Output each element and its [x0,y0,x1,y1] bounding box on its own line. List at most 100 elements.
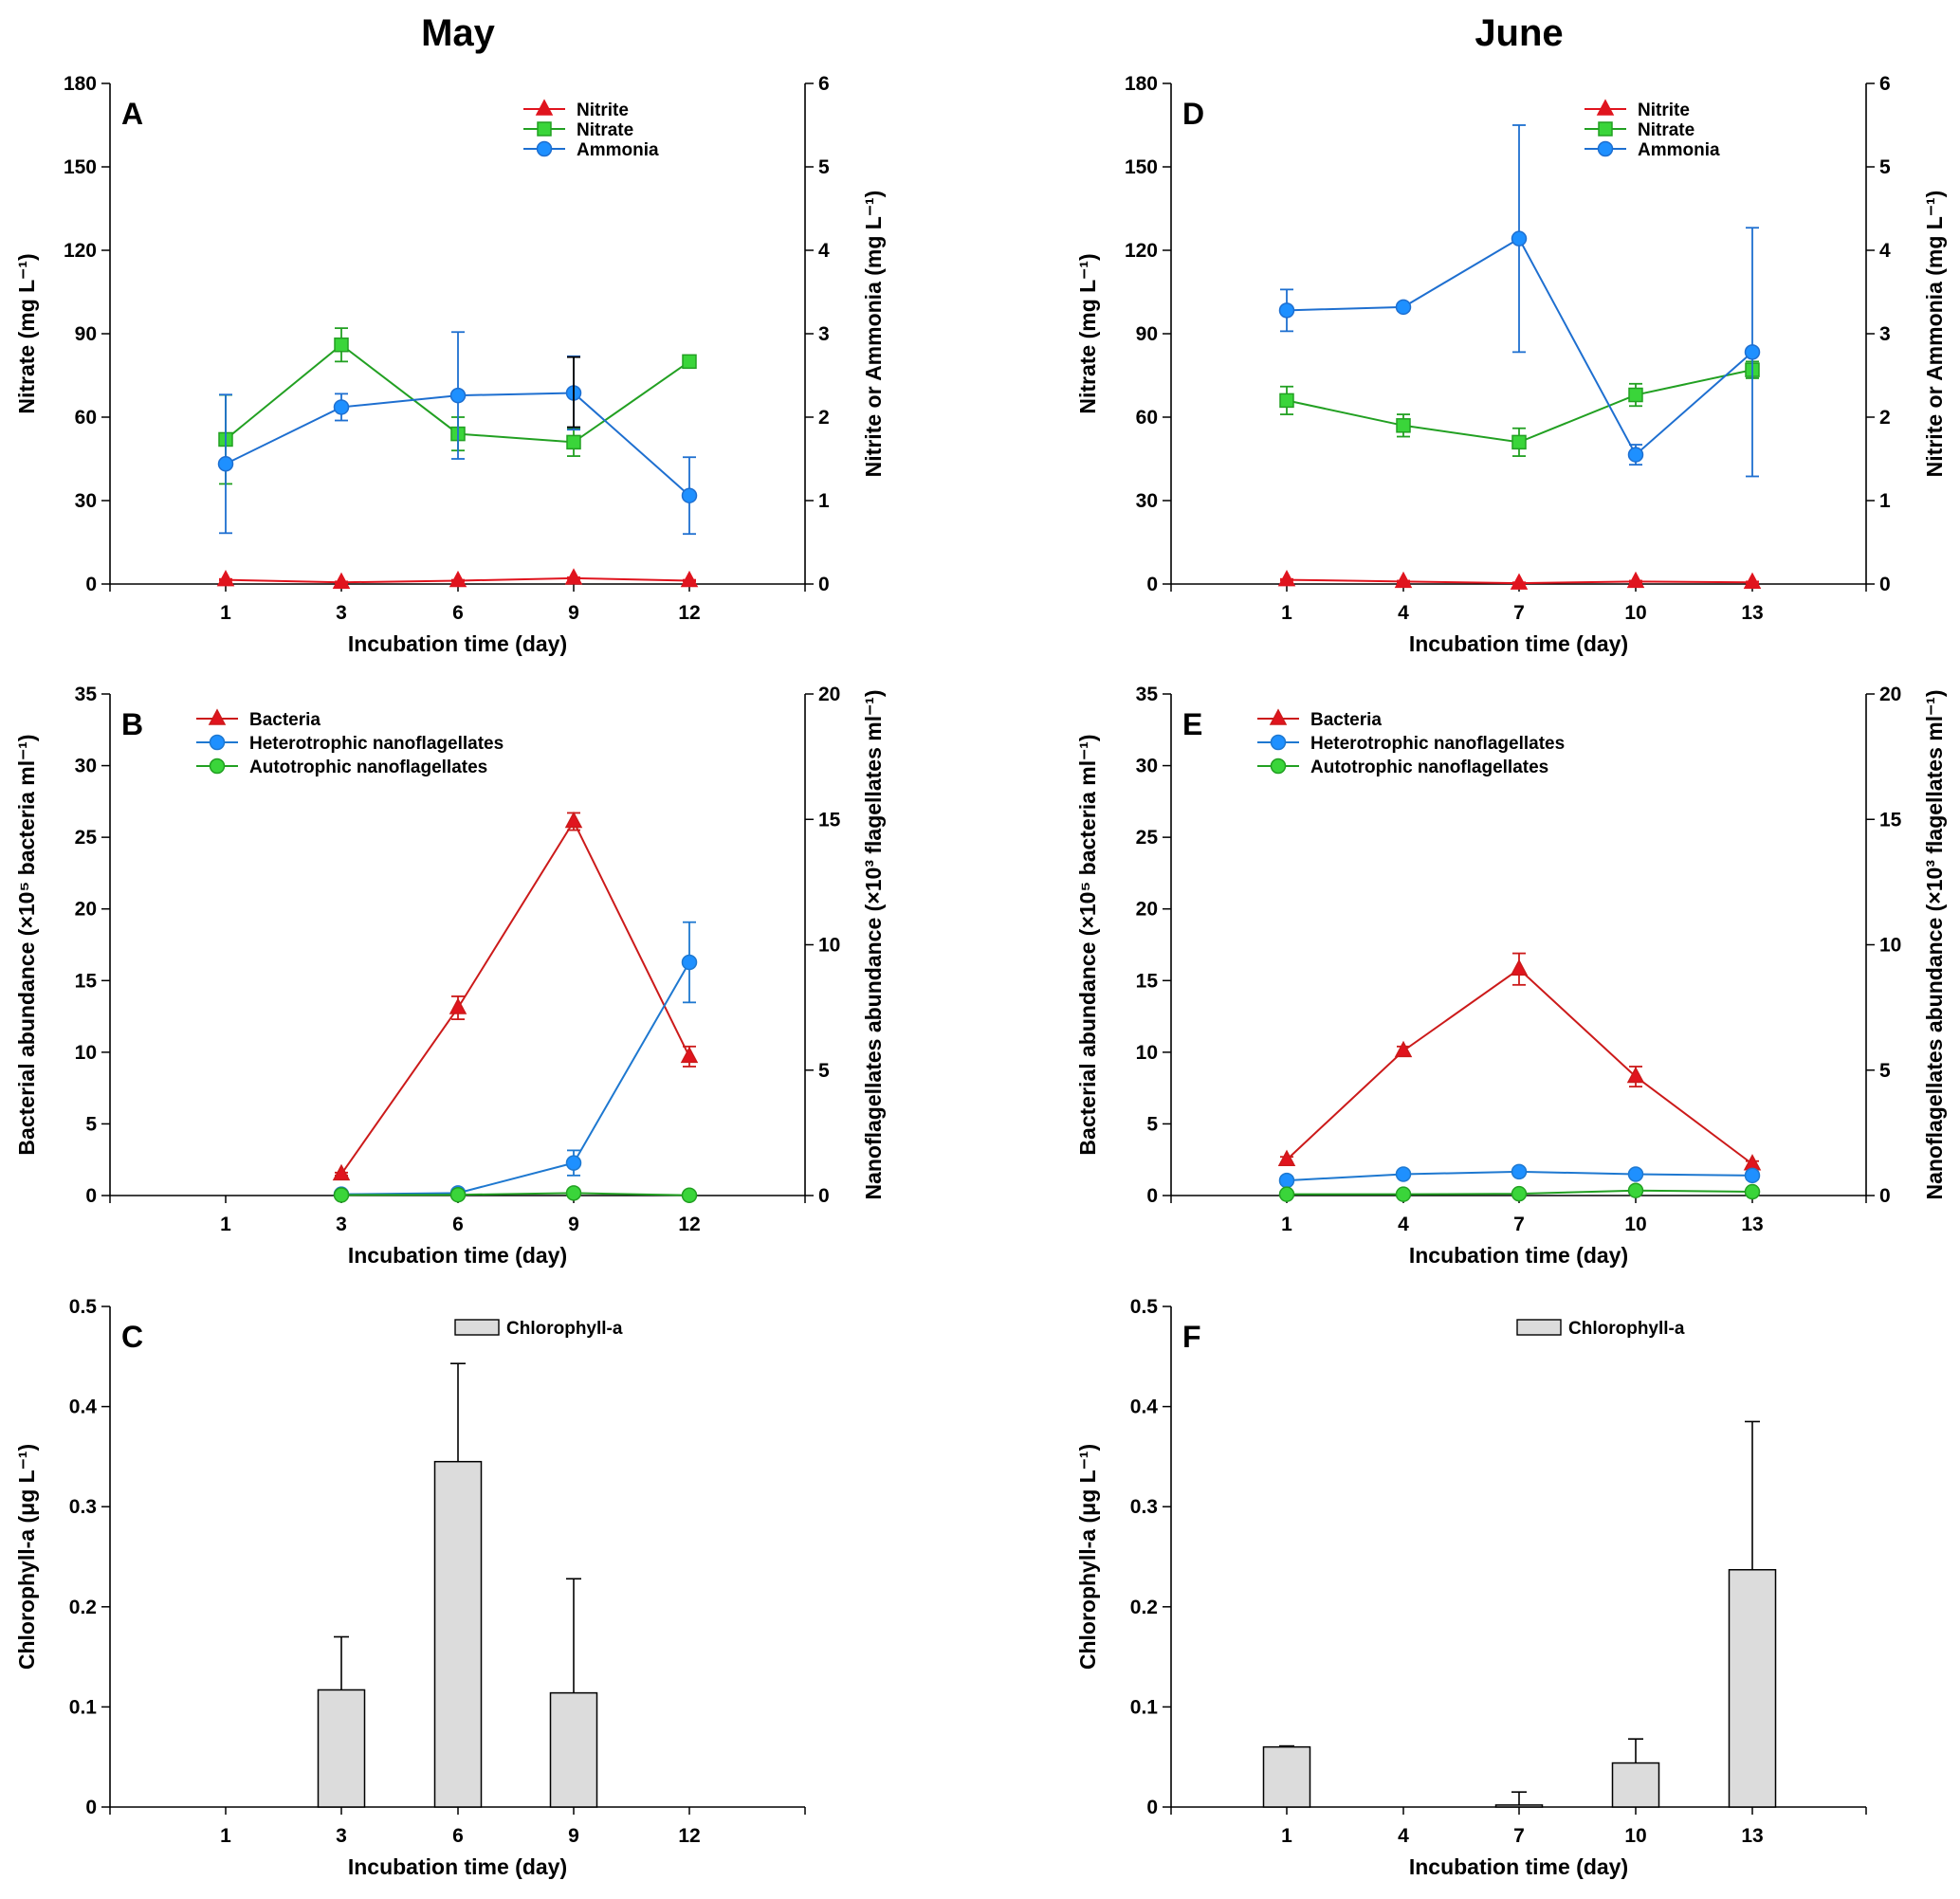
x-tick-label: 6 [452,602,464,624]
x-axis-label: Incubation time (day) [348,1854,567,1879]
bar [1262,1745,1311,1808]
x-tick-label: 12 [678,1825,700,1847]
legend-marker [1270,734,1287,751]
y-axis-label: Chlorophyll-a (μg L⁻¹) [14,1444,39,1670]
x-tick-label: 12 [678,1214,700,1235]
y2-axis-label: Nanoflagellates abundance (×10³ flagella… [861,689,886,1199]
chart-panel-d: 0 30 60 90 120 150 180 0 1 2 3 4 5 6 1 4 7 10 13 Incubation… [1075,73,1947,656]
y2-axis-label: Nitrite or Ammonia (mg L⁻¹) [1922,191,1947,478]
y-tick-label: 30 [1136,490,1158,512]
x-tick-label: 10 [1624,602,1646,624]
y-tick-label: 35 [75,684,98,705]
y-tick-label: 0.1 [1130,1696,1159,1718]
x-axis-label: Incubation time (day) [348,1243,567,1268]
x-tick-label: 3 [336,1825,347,1847]
y2-tick-label: 5 [818,156,830,178]
bar [1611,1762,1660,1808]
legend-marker [1269,708,1288,725]
x-tick-label: 1 [1281,1214,1292,1235]
x-tick-label: 4 [1398,1825,1409,1847]
data-point [564,811,583,829]
y-tick-label: 0 [85,1185,97,1207]
x-tick-label: 13 [1741,1214,1763,1235]
y-tick-label: 0.4 [1130,1397,1159,1418]
y2-tick-label: 1 [1879,490,1891,512]
y2-tick-label: 20 [1879,684,1901,705]
data-point [449,997,467,1014]
legend-label: Chlorophyll-a [506,1319,623,1339]
y-tick-label: 0.5 [1130,1296,1159,1318]
data-point [449,387,467,404]
x-tick-label: 3 [336,602,347,624]
y-tick-label: 15 [75,970,98,992]
legend-marker [537,121,552,137]
legend: Chlorophyll-a [454,1319,623,1339]
legend-marker [1270,758,1287,775]
series-bacteria [1277,952,1762,1171]
y-tick-label: 0.4 [69,1397,98,1418]
legend-marker [208,708,227,725]
y-tick-label: 0.3 [1130,1496,1158,1518]
x-axis-label: Incubation time (day) [1409,631,1628,656]
x-tick-label: 1 [1281,602,1292,624]
y-tick-label: 0 [1146,1185,1158,1207]
series-chlorophyll-a [1262,1420,1777,1808]
data-point [1394,1040,1413,1058]
y2-tick-label: 3 [1879,323,1891,345]
y-tick-label: 180 [1125,73,1158,95]
y-tick-label: 15 [1136,970,1159,992]
data-point [1277,1149,1296,1166]
y-tick-label: 10 [1136,1042,1158,1064]
y2-tick-label: 20 [818,684,840,705]
y2-tick-label: 0 [818,1185,830,1207]
y2-tick-label: 3 [818,323,830,345]
data-point [1627,1182,1644,1198]
y-tick-label: 0 [1146,1797,1158,1818]
data-point [449,1186,467,1203]
y-tick-label: 60 [75,407,97,429]
data-point [564,568,583,585]
data-point [1394,571,1413,589]
x-tick-label: 7 [1513,602,1525,624]
data-point [566,434,581,450]
y2-tick-label: 5 [1879,156,1891,178]
column-title-may: May [421,12,496,54]
bar [549,1691,598,1808]
data-point [333,1187,350,1203]
y-tick-label: 120 [1125,240,1158,262]
x-tick-label: 4 [1398,602,1409,624]
data-point [449,570,467,588]
legend-label: Nitrite [1638,100,1690,120]
y2-tick-label: 0 [1879,1185,1891,1207]
y-axis-label: Chlorophyll-a (μg L⁻¹) [1075,1444,1100,1670]
legend-label: Autotrophic nanoflagellates [249,758,487,777]
x-tick-label: 7 [1513,1825,1525,1847]
y2-tick-label: 5 [818,1060,830,1082]
y-tick-label: 20 [75,899,97,921]
legend-label: Nitrite [577,100,629,120]
data-point [1744,344,1761,360]
x-tick-label: 9 [568,1214,579,1235]
y-tick-label: 0.2 [1130,1597,1158,1618]
data-point [1396,418,1411,433]
x-axis-label: Incubation time (day) [348,631,567,656]
chart-panel-f: 0 0.1 0.2 0.3 0.4 0.5 1 4 7 10 13 Incubation time (… [1075,1296,1867,1879]
legend-marker [1596,99,1615,116]
y2-tick-label: 10 [1879,935,1901,957]
legend-label: Nitrate [577,120,633,140]
data-point [1395,1166,1412,1182]
y-tick-label: 90 [75,323,97,345]
data-point [1395,299,1412,316]
series-autotrophic-nanoflagellates [333,1185,698,1203]
y-tick-label: 20 [1136,899,1158,921]
y-tick-label: 90 [1136,323,1158,345]
data-point [1627,1166,1644,1182]
x-axis-label: Incubation time (day) [1409,1243,1628,1268]
y-tick-label: 0.5 [69,1296,98,1318]
bar [317,1689,366,1808]
y-tick-label: 150 [64,156,97,178]
data-point [332,572,351,589]
series-heterotrophic-nanoflagellates [333,921,698,1202]
y-tick-label: 0 [85,574,97,595]
